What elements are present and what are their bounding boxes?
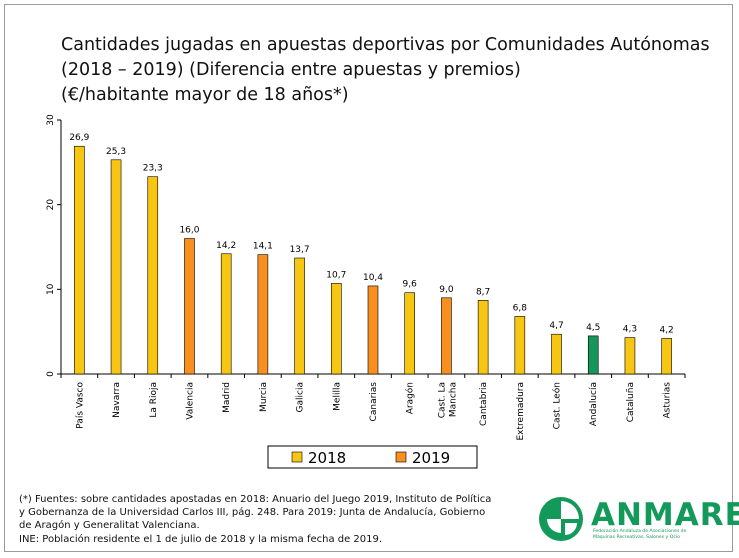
footnote-line-2: y Gobernanza de la Universidad Carlos II… bbox=[19, 507, 486, 519]
bar bbox=[661, 338, 672, 375]
legend-label: 2019 bbox=[412, 449, 450, 467]
x-tick-label-line: Cast. La bbox=[437, 382, 447, 418]
bar bbox=[330, 283, 342, 375]
x-tick-label: Valencia bbox=[185, 382, 195, 420]
x-tick-label: Cantabria bbox=[479, 382, 489, 426]
y-tick-label: 30 bbox=[46, 114, 56, 126]
bar bbox=[257, 254, 269, 375]
logo-subtitle-line-2: Máquinas Recreativas, Salones y Ocio bbox=[593, 535, 680, 540]
bar bbox=[147, 176, 159, 375]
chart-frame bbox=[4, 4, 733, 552]
x-tick-label: Aragón bbox=[405, 382, 416, 414]
bar bbox=[404, 292, 416, 375]
y-tick-label: 20 bbox=[46, 199, 56, 211]
x-tick-label-line: Valencia bbox=[185, 382, 195, 420]
x-tick-label-line: Extremadura bbox=[516, 382, 526, 441]
data-label: 4,5 bbox=[586, 323, 600, 333]
data-label: 13,7 bbox=[290, 245, 310, 255]
anmare-logo: ANMARE Federación Andaluza de Asociacion… bbox=[537, 495, 739, 545]
logo-wordmark: ANMARE bbox=[591, 497, 739, 533]
bar bbox=[110, 159, 122, 375]
x-tick-label: Cast. LaMancha bbox=[437, 382, 458, 418]
data-label: 9,0 bbox=[439, 285, 454, 295]
x-tick-label: Cataluña bbox=[626, 382, 636, 422]
bar bbox=[624, 337, 636, 375]
title-line-3: (€/habitante mayor de 18 años*) bbox=[61, 85, 349, 105]
data-label: 23,3 bbox=[143, 164, 163, 174]
x-tick-label-line: Canarias bbox=[369, 382, 379, 422]
title-line-1: Cantidades jugadas en apuestas deportiva… bbox=[61, 35, 710, 55]
x-tick-label-line: Mancha bbox=[448, 382, 458, 417]
title-line-2: (2018 – 2019) (Diferencia entre apuestas… bbox=[61, 60, 521, 80]
bar bbox=[74, 145, 85, 375]
x-tick-label-line: Asturias bbox=[663, 382, 673, 419]
data-label: 4,3 bbox=[623, 325, 637, 335]
x-tick-label: Andalucía bbox=[589, 382, 599, 426]
x-tick-label-line: Madrid bbox=[222, 382, 232, 413]
bar bbox=[514, 316, 526, 375]
y-tick-label: 0 bbox=[46, 371, 56, 377]
data-label: 6,8 bbox=[513, 303, 528, 313]
x-tick-label-line: Murcia bbox=[259, 382, 269, 412]
x-tick-label: Navarra bbox=[112, 382, 122, 418]
footnote: (*) Fuentes: sobre cantidades apostadas … bbox=[19, 493, 529, 546]
data-label: 10,4 bbox=[363, 273, 383, 283]
bar bbox=[441, 297, 452, 375]
data-label: 10,7 bbox=[326, 270, 346, 280]
x-tick-label: Murcia bbox=[259, 382, 269, 412]
x-tick-label-line: Aragón bbox=[405, 382, 416, 414]
legend-label: 2018 bbox=[308, 449, 346, 467]
data-label: 9,6 bbox=[403, 280, 418, 290]
x-tick-label: Canarias bbox=[369, 382, 379, 422]
x-tick-label-line: Melilla bbox=[332, 382, 342, 411]
x-tick-label: Asturias bbox=[663, 382, 673, 419]
data-label: 25,3 bbox=[106, 147, 126, 157]
logo-emblem-icon bbox=[539, 497, 583, 541]
data-label: 4,7 bbox=[549, 321, 563, 331]
y-tick-label: 10 bbox=[46, 283, 56, 295]
bar bbox=[220, 253, 232, 375]
x-tick-label: Extremadura bbox=[516, 382, 526, 441]
bar bbox=[477, 300, 489, 375]
x-tick-label: País Vasco bbox=[75, 382, 85, 429]
legend-swatch bbox=[395, 451, 407, 463]
chart-title: Cantidades jugadas en apuestas deportiva… bbox=[61, 33, 721, 108]
bar bbox=[587, 335, 599, 375]
x-tick-label-line: Navarra bbox=[112, 382, 122, 418]
bar bbox=[551, 333, 562, 375]
x-tick-label: Cast. León bbox=[552, 382, 563, 429]
legend-swatch bbox=[291, 451, 303, 463]
x-tick-label: Melilla bbox=[332, 382, 342, 411]
x-tick-label-line: Galicia bbox=[296, 382, 306, 412]
bar bbox=[294, 257, 305, 375]
data-label: 26,9 bbox=[69, 133, 89, 143]
x-tick-label: Galicia bbox=[296, 382, 306, 412]
x-tick-label: Madrid bbox=[222, 382, 232, 413]
data-label: 16,0 bbox=[179, 226, 199, 236]
bar bbox=[367, 285, 379, 375]
x-tick-label-line: País Vasco bbox=[75, 382, 85, 429]
logo-subtitle: Federación Andaluza de Asociaciones de M… bbox=[593, 529, 686, 541]
x-tick-label-line: Cataluña bbox=[626, 382, 636, 422]
data-label: 8,7 bbox=[476, 287, 490, 297]
legend-box bbox=[267, 445, 478, 469]
logo-subtitle-line-1: Federación Andaluza de Asociaciones de bbox=[593, 529, 687, 534]
footnote-line-1: (*) Fuentes: sobre cantidades apostadas … bbox=[19, 494, 492, 505]
data-label: 14,2 bbox=[216, 241, 236, 251]
bar bbox=[184, 238, 195, 375]
footnote-line-3: de Aragón y Generalitat Valenciana. bbox=[19, 520, 200, 532]
data-label: 4,2 bbox=[659, 325, 673, 335]
footnote-line-4: INE: Población residente el 1 de julio d… bbox=[19, 533, 383, 545]
x-tick-label: La Rioja bbox=[149, 382, 159, 418]
x-tick-label-line: La Rioja bbox=[149, 382, 159, 418]
data-label: 14,1 bbox=[253, 242, 273, 252]
x-tick-label-line: Andalucía bbox=[589, 382, 599, 426]
x-tick-label-line: Cantabria bbox=[479, 382, 489, 426]
x-tick-label-line: Cast. León bbox=[552, 382, 563, 429]
